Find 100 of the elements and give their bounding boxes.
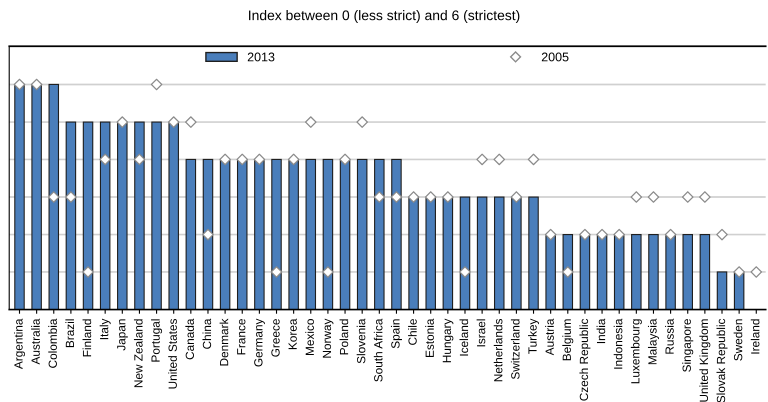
point: [716, 228, 728, 240]
x-tick-label: Israel: [476, 319, 486, 346]
bar: [151, 122, 162, 310]
x-tick-label: Mexico: [305, 319, 314, 355]
x-tick-label: Argentina: [14, 318, 25, 370]
point: [150, 78, 162, 90]
x-tick-label: Colombia: [48, 318, 57, 368]
x-tick-label: Iceland: [459, 319, 468, 356]
bar: [528, 196, 539, 310]
x-tick-label: Luxembourg: [630, 319, 642, 384]
x-tick-label: Germany: [254, 318, 265, 367]
point: [219, 154, 231, 166]
bar: [648, 234, 659, 310]
x-tick-label: Netherlands: [494, 318, 502, 382]
point: [168, 116, 180, 128]
point: [134, 154, 146, 166]
legend-label: 2005: [542, 52, 568, 62]
point: [476, 154, 488, 166]
point: [424, 191, 437, 203]
point: [408, 191, 420, 203]
x-tick-label: Slovenia: [356, 318, 366, 364]
x-tick-label: Hungary: [442, 318, 454, 362]
x-tick-label: Belgium: [562, 319, 574, 360]
point: [442, 191, 454, 203]
x-tick-label: Russia: [665, 318, 674, 354]
bar: [562, 234, 574, 310]
bar: [134, 122, 145, 310]
bar: [254, 158, 265, 310]
bar: [374, 158, 385, 310]
point: [82, 266, 94, 278]
point: [699, 191, 711, 203]
bar: [665, 234, 676, 310]
bar: [14, 84, 25, 310]
bar: [66, 122, 76, 310]
bar: [511, 196, 522, 310]
bar: [168, 122, 179, 310]
bar: [596, 234, 608, 310]
bar: [322, 158, 334, 310]
x-tick-label: New Zealand: [134, 319, 143, 388]
chart-title: Index between 0 (less strict) and 6 (strictest): [249, 10, 520, 23]
bar: [580, 234, 590, 310]
x-tick-label: Czech Republic: [579, 318, 590, 401]
x-tick-label: Poland: [340, 319, 348, 354]
bar: [494, 196, 505, 310]
point: [99, 154, 111, 166]
x-tick-label: Finland: [82, 319, 92, 356]
x-tick-label: United Kingdom: [699, 319, 710, 402]
x-tick-label: France: [237, 319, 246, 354]
x-tick-label: Portugal: [151, 319, 162, 362]
x-tick-label: Japan: [117, 319, 128, 351]
point: [185, 116, 197, 128]
x-tick-label: Italy: [100, 318, 111, 340]
point: [528, 154, 540, 166]
bar: [391, 158, 402, 310]
x-tick-label: Indonesia: [614, 318, 622, 369]
x-tick-label: Greece: [271, 319, 280, 357]
point: [116, 116, 128, 128]
point: [14, 78, 26, 90]
x-tick-label: India: [596, 318, 606, 344]
point: [682, 191, 694, 203]
point: [322, 266, 334, 278]
x-tick-label: Chile: [408, 319, 417, 345]
bar: [202, 158, 214, 310]
point: [236, 154, 248, 166]
point: [390, 191, 402, 203]
x-tick-label: Estonia: [425, 318, 434, 357]
point: [202, 228, 214, 240]
bar: [82, 122, 94, 310]
bar: [700, 234, 710, 310]
bar: [288, 158, 299, 310]
point: [750, 266, 762, 278]
bar: [236, 158, 248, 310]
bar: [340, 158, 350, 310]
x-tick-label: Austria: [545, 318, 554, 356]
x-tick-label: Spain: [390, 319, 402, 348]
bar: [356, 158, 368, 310]
x-tick-label: Sweden: [734, 319, 742, 361]
bar: [460, 196, 470, 310]
point: [664, 228, 676, 240]
point: [339, 154, 351, 166]
x-tick-label: Canada: [185, 318, 194, 360]
bar: [614, 234, 624, 310]
point: [510, 191, 522, 203]
x-tick-label: Denmark: [220, 318, 228, 366]
x-tick-label: United States: [168, 318, 177, 389]
bar: [48, 84, 60, 310]
point: [648, 191, 660, 203]
x-tick-label: Brazil: [65, 319, 74, 348]
bar: [117, 122, 128, 310]
point: [493, 154, 506, 166]
bar: [186, 158, 196, 310]
point: [30, 78, 42, 90]
bar: [306, 158, 316, 310]
x-tick-label: Turkey: [528, 318, 540, 354]
x-tick-label: Malaysia: [648, 318, 659, 364]
bar: [476, 196, 488, 310]
x-tick-label: Singapore: [682, 319, 694, 372]
point: [544, 228, 556, 240]
point: [596, 228, 608, 240]
bar: [408, 196, 419, 310]
